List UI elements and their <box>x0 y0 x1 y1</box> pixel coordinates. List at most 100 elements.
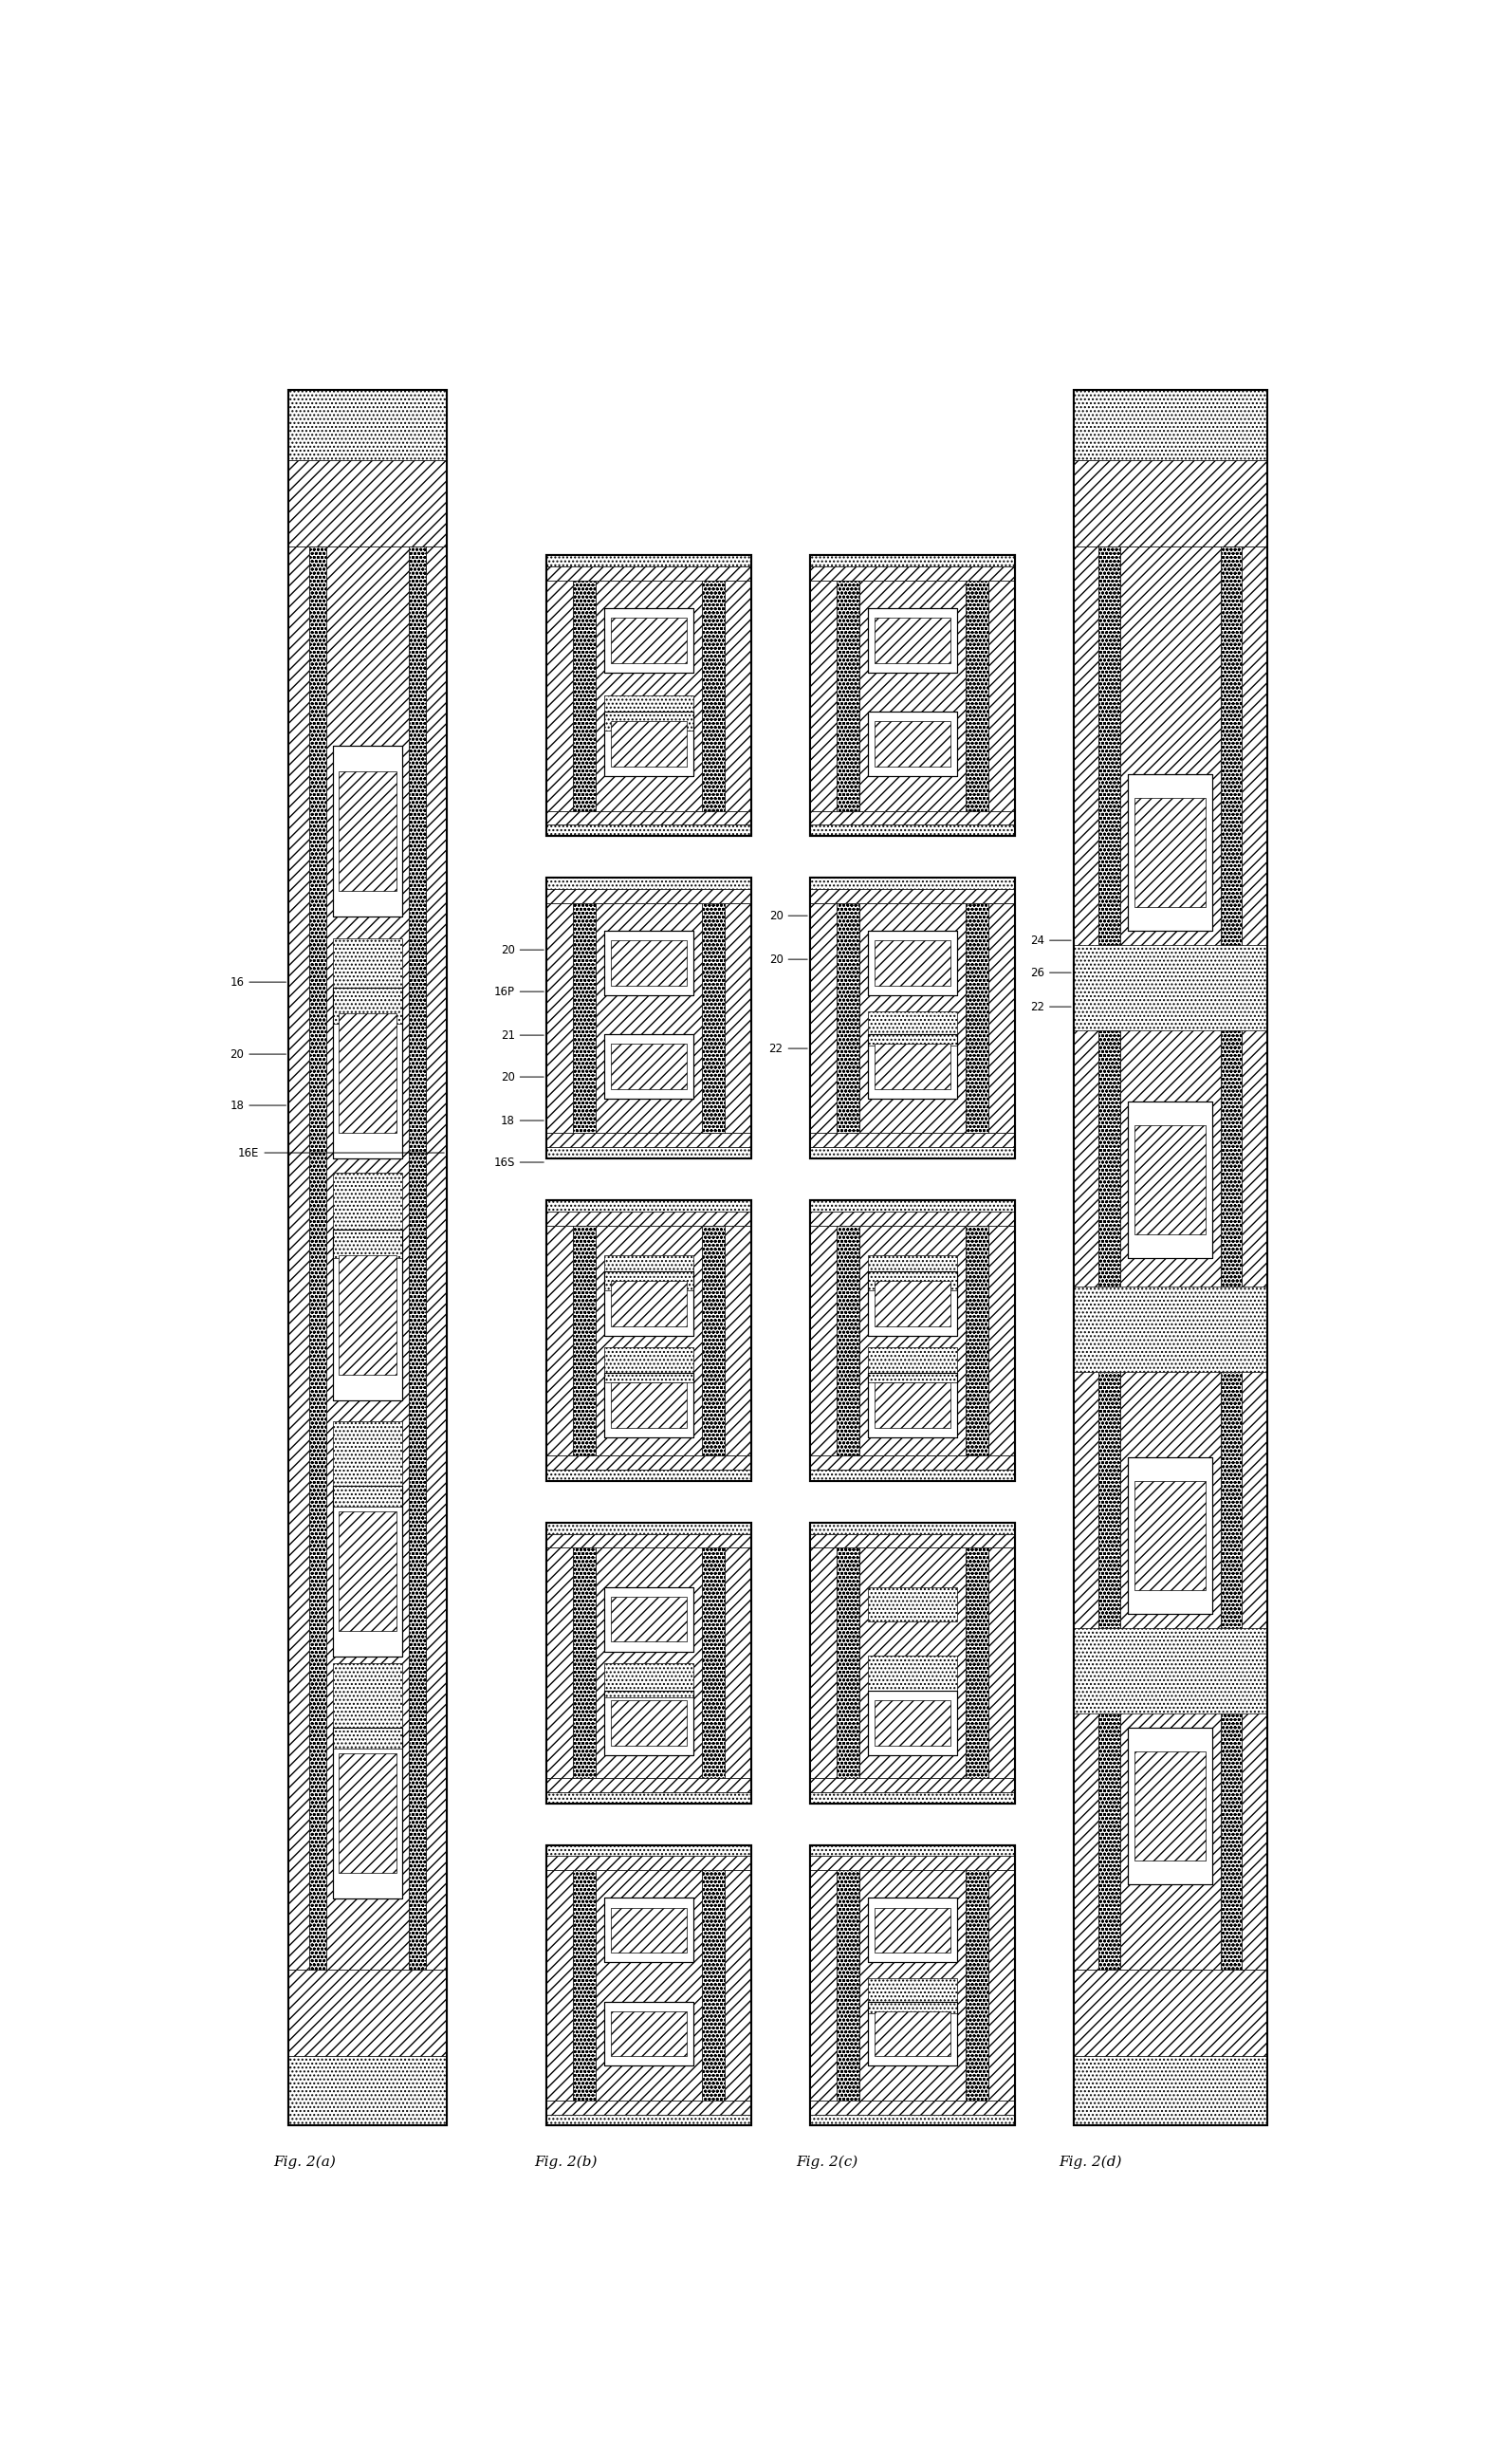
Bar <box>810 1845 1015 2126</box>
Bar <box>836 1547 859 1778</box>
Bar <box>875 1699 950 1746</box>
Bar <box>573 904 596 1133</box>
Bar <box>333 1229 402 1401</box>
Bar <box>546 1227 573 1456</box>
Bar <box>605 1586 694 1650</box>
Bar <box>605 608 694 672</box>
Bar <box>546 1547 573 1778</box>
Bar <box>339 1256 396 1374</box>
Bar <box>605 1899 694 1963</box>
Bar <box>989 1227 1015 1456</box>
Bar <box>810 1869 836 2101</box>
Bar <box>339 1754 396 1872</box>
Bar <box>810 1456 1015 1470</box>
Bar <box>546 1212 751 1227</box>
Bar <box>810 1845 1015 2126</box>
Bar <box>810 2113 1015 2126</box>
Bar <box>1074 547 1099 1970</box>
Bar <box>875 1906 950 1953</box>
Text: Fig. 2(a): Fig. 2(a) <box>274 2155 336 2170</box>
Bar <box>868 2002 957 2066</box>
Bar <box>868 1034 957 1098</box>
Text: 20: 20 <box>500 1071 544 1084</box>
Bar <box>1136 1480 1207 1591</box>
Bar <box>810 1534 1015 1547</box>
Bar <box>859 581 966 810</box>
Bar <box>810 1522 1015 1534</box>
Bar <box>868 931 957 995</box>
Bar <box>546 877 751 889</box>
Bar <box>333 1663 402 1749</box>
Bar <box>868 712 957 776</box>
Bar <box>810 1793 1015 1803</box>
Bar <box>810 1199 1015 1480</box>
Bar <box>333 938 402 1022</box>
Bar <box>859 904 966 1133</box>
Bar <box>546 1522 751 1803</box>
Bar <box>289 389 448 461</box>
Bar <box>868 2002 957 2066</box>
Bar <box>605 1586 694 1650</box>
Bar <box>868 1586 957 1621</box>
Bar <box>289 2057 448 2126</box>
Text: 16P: 16P <box>494 985 544 998</box>
Bar <box>868 1372 957 1438</box>
Bar <box>868 608 957 672</box>
Bar <box>546 554 751 566</box>
Bar <box>333 1172 402 1259</box>
Bar <box>289 389 448 2126</box>
Bar <box>1136 1126 1207 1234</box>
Bar <box>339 771 396 892</box>
Bar <box>1074 1970 1267 2057</box>
Text: Fig. 2(b): Fig. 2(b) <box>535 2155 597 2170</box>
Bar <box>1074 461 1267 547</box>
Text: 20: 20 <box>770 909 807 921</box>
Bar <box>1128 1101 1213 1259</box>
Bar <box>605 1271 694 1335</box>
Bar <box>810 554 1015 835</box>
Bar <box>546 581 573 810</box>
Bar <box>1128 1727 1213 1884</box>
Bar <box>1074 389 1267 2126</box>
Bar <box>875 941 950 985</box>
Bar <box>868 1347 957 1382</box>
Bar <box>426 547 448 1970</box>
Bar <box>611 618 686 663</box>
Bar <box>605 2002 694 2066</box>
Bar <box>966 1227 989 1456</box>
Bar <box>724 904 751 1133</box>
Bar <box>546 1845 751 2126</box>
Bar <box>596 904 702 1133</box>
Bar <box>1136 1751 1207 1860</box>
Bar <box>546 877 751 1158</box>
Bar <box>810 877 1015 1158</box>
Bar <box>605 1347 694 1382</box>
Bar <box>611 1281 686 1325</box>
Bar <box>810 554 1015 835</box>
Bar <box>573 581 596 810</box>
Bar <box>724 1547 751 1778</box>
Bar <box>1074 389 1267 2126</box>
Bar <box>868 1012 957 1047</box>
Bar <box>605 1663 694 1697</box>
Bar <box>868 1899 957 1963</box>
Bar <box>333 1485 402 1658</box>
Bar <box>810 810 1015 825</box>
Bar <box>333 746 402 916</box>
Bar <box>859 1869 966 2101</box>
Bar <box>810 1857 1015 1869</box>
Bar <box>605 1271 694 1335</box>
Text: 21: 21 <box>500 1030 544 1042</box>
Bar <box>989 1547 1015 1778</box>
Bar <box>868 1034 957 1098</box>
Bar <box>1128 1458 1213 1613</box>
Bar <box>810 566 1015 581</box>
Bar <box>611 1699 686 1746</box>
Bar <box>546 554 751 835</box>
Bar <box>989 1869 1015 2101</box>
Bar <box>702 1869 724 2101</box>
Bar <box>810 1212 1015 1227</box>
Bar <box>836 1869 859 2101</box>
Bar <box>573 1869 596 2101</box>
Bar <box>724 581 751 810</box>
